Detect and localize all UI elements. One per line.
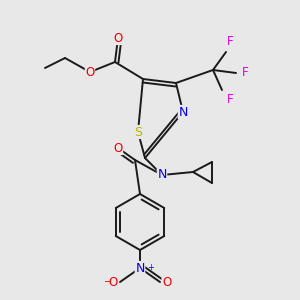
Text: S: S <box>134 125 142 139</box>
Text: F: F <box>227 93 234 106</box>
Text: −: − <box>104 277 112 287</box>
Text: +: + <box>147 263 154 272</box>
Text: O: O <box>109 275 118 289</box>
Text: F: F <box>242 67 249 80</box>
Text: F: F <box>227 35 233 48</box>
Text: N: N <box>178 106 188 118</box>
Text: N: N <box>157 169 167 182</box>
Text: O: O <box>85 65 94 79</box>
Text: O: O <box>113 142 123 154</box>
Text: O: O <box>162 275 171 289</box>
Text: O: O <box>113 32 123 44</box>
Text: N: N <box>135 262 145 275</box>
